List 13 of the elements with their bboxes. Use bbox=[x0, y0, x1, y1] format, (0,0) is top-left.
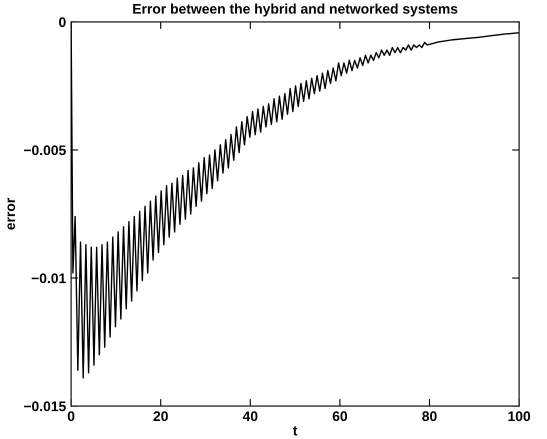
y-tick-label: −0.005 bbox=[24, 145, 66, 156]
x-tick-label: 100 bbox=[508, 411, 530, 422]
x-tick-label: 0 bbox=[68, 411, 74, 422]
y-tick-label: −0.01 bbox=[32, 273, 66, 284]
x-tick-label: 60 bbox=[332, 411, 348, 422]
x-tick-label: 40 bbox=[242, 411, 258, 422]
x-tick-label: 20 bbox=[153, 411, 168, 422]
y-axis-title: error bbox=[7, 198, 16, 230]
x-tick-label: 80 bbox=[422, 411, 437, 422]
x-axis-title: t bbox=[292, 426, 298, 436]
y-tick-label: 0 bbox=[59, 17, 66, 28]
chart-title: Error between the hybrid and networked systems bbox=[133, 4, 458, 16]
y-tick-label: −0.015 bbox=[24, 401, 66, 412]
